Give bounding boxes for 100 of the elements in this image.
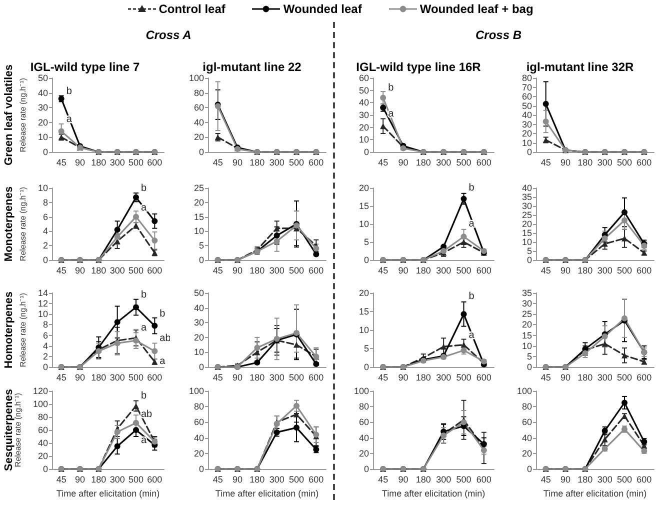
x-tick-label: 45 — [212, 372, 223, 382]
y-tick-label: 25 — [194, 183, 204, 193]
y-tick-label: 5 — [526, 351, 532, 362]
x-tick-label: 300 — [436, 158, 452, 168]
x-tick-label: 300 — [110, 474, 125, 484]
x-tick-label: 300 — [597, 372, 612, 382]
y-tick-label: 0 — [526, 147, 532, 157]
x-tick-label: 180 — [250, 372, 265, 382]
chart-title: IGL-wild type line 7 — [30, 60, 140, 74]
x-tick-label: 180 — [91, 474, 106, 484]
x-tick-label: 90 — [398, 158, 408, 168]
x-tick-label: 500 — [288, 158, 304, 168]
x-tick-label: 90 — [560, 158, 571, 168]
x-tick-label: 90 — [232, 158, 243, 168]
x-tick-label: 600 — [476, 266, 492, 276]
x-tick-label: 45 — [212, 158, 223, 168]
annotation: b — [388, 82, 394, 94]
y-tick-label: 80 — [522, 73, 532, 83]
y-tick-label: 60 — [38, 425, 48, 435]
x-tick-label: 500 — [128, 372, 144, 382]
legend-label: Wounded leaf — [283, 2, 362, 16]
x-tick-label: 180 — [416, 158, 431, 168]
y-tick-label: 0 — [42, 255, 48, 265]
y-tick-label: 0 — [526, 255, 532, 265]
y-tick-label: 60 — [358, 73, 369, 83]
y-tick-label: 6 — [42, 212, 48, 222]
y-tick-label: 20 — [358, 122, 369, 132]
x-tick-label: 600 — [308, 266, 324, 276]
annotation: b — [141, 290, 147, 301]
y-tick-label: 10 — [358, 325, 369, 335]
y-tick-label: 120 — [32, 386, 48, 396]
x-tick-label: 500 — [456, 372, 472, 382]
y-tick-label: 50 — [358, 85, 369, 96]
x-tick-label: 180 — [578, 372, 593, 382]
y-tick-label: 20 — [522, 128, 532, 138]
chart-subtitle: Cross A — [144, 28, 192, 42]
y-tick-label: 40 — [358, 98, 369, 108]
x-tick-label: 180 — [91, 372, 106, 382]
y-tick-label: 5 — [364, 344, 369, 354]
x-tick-label: 90 — [398, 474, 408, 484]
annotation: a — [141, 434, 147, 446]
x-tick-label: 600 — [147, 158, 162, 168]
y-tick-label: 20 — [194, 132, 204, 142]
x-tick-label: 300 — [110, 372, 125, 382]
y-tick-label: 6 — [42, 330, 48, 340]
x-tick-label: 180 — [578, 474, 593, 484]
y-tick-label: 4 — [42, 226, 48, 236]
y-tick-label: 100 — [32, 399, 48, 409]
y-tick-label: 5 — [364, 237, 369, 247]
x-tick-label: 45 — [56, 474, 66, 484]
x-tick-label: 500 — [288, 474, 304, 484]
annotation: ab — [141, 408, 153, 420]
x-tick-label: 90 — [74, 158, 86, 168]
x-tick-label: 300 — [110, 158, 125, 168]
x-tick-label: 600 — [308, 158, 324, 168]
x-tick-label: 45 — [540, 474, 551, 484]
x-tick-label: 180 — [416, 474, 431, 484]
y-tick-label: 20 — [358, 448, 369, 458]
y-tick-label: 10 — [522, 340, 532, 351]
x-tick-label: 180 — [416, 372, 431, 382]
x-axis-title: Time after elicitation (min) — [56, 488, 160, 498]
x-tick-label: 90 — [398, 372, 408, 382]
y-tick-label: 10 — [358, 134, 369, 145]
y-axis-title: Release rate (ng.h⁻¹) — [18, 186, 28, 262]
x-tick-label: 90 — [560, 474, 571, 484]
text: Homoterpenes — [3, 291, 15, 369]
y-tick-label: 20 — [38, 117, 48, 128]
y-tick-label: 14 — [38, 288, 48, 298]
y-tick-label: 25 — [522, 309, 532, 320]
x-tick-label: 500 — [616, 372, 632, 382]
y-tick-label: 5 — [198, 240, 204, 251]
x-tick-label: 180 — [91, 266, 106, 276]
y-tick-label: 20 — [194, 332, 204, 342]
y-tick-label: 100 — [188, 386, 204, 396]
y-tick-label: 60 — [522, 92, 532, 102]
y-tick-label: 40 — [38, 88, 48, 98]
y-tick-label: 50 — [38, 73, 48, 83]
x-tick-label: 500 — [288, 372, 304, 382]
y-tick-label: 80 — [194, 402, 204, 412]
x-tick-label: 600 — [476, 158, 492, 168]
x-tick-label: 45 — [378, 158, 388, 168]
x-tick-label: 90 — [232, 372, 243, 382]
y-tick-label: 8 — [42, 197, 48, 208]
x-tick-label: 300 — [269, 266, 284, 276]
y-tick-label: 100 — [516, 386, 532, 396]
annotation: b — [468, 291, 475, 302]
x-tick-label: 45 — [378, 372, 388, 382]
x-tick-label: 45 — [56, 372, 66, 382]
x-tick-label: 90 — [74, 474, 86, 484]
y-tick-label: 0 — [364, 147, 369, 157]
x-axis-title: Time after elicitation (min) — [382, 488, 486, 498]
annotation: b — [468, 182, 475, 194]
x-tick-label: 500 — [616, 158, 632, 168]
x-tick-label: 90 — [232, 474, 243, 484]
y-tick-label: 0 — [198, 464, 204, 474]
x-tick-label: 600 — [636, 158, 652, 168]
x-tick-label: 45 — [56, 158, 66, 168]
y-tick-label: 0 — [526, 362, 532, 372]
chart-title: IGL-wild type line 16R — [356, 60, 482, 74]
x-tick-label: 300 — [597, 474, 612, 484]
